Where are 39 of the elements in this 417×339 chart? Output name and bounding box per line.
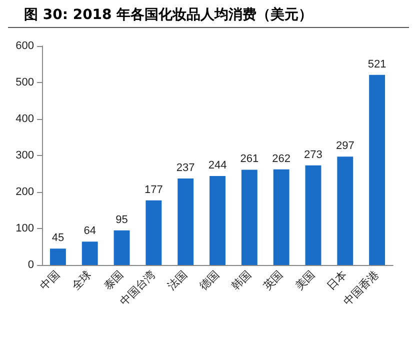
bar [114, 230, 130, 265]
bar [146, 200, 162, 265]
x-tick-label: 韩国 [228, 268, 254, 293]
x-tick-label: 日本 [324, 268, 350, 293]
bar [337, 156, 354, 265]
y-tick-label: 600 [16, 40, 34, 52]
y-tick-label: 100 [16, 222, 34, 234]
x-tick-label: 德国 [198, 268, 222, 293]
x-tick-label: 全球 [69, 268, 94, 293]
x-tick-label: 英国 [260, 268, 286, 293]
data-label: 244 [208, 159, 227, 172]
y-tick-label: 0 [28, 259, 34, 271]
data-label: 262 [272, 152, 290, 165]
data-label: 297 [336, 140, 354, 152]
bar [305, 165, 322, 265]
y-tick-label: 400 [16, 113, 34, 125]
y-tick-label: 500 [16, 76, 34, 88]
bar [178, 178, 194, 265]
data-label: 273 [304, 148, 322, 161]
chart-title: 图 30: 2018 年各国化妆品人均消费（美元） [8, 0, 409, 28]
bar [369, 74, 386, 265]
x-tick-label: 中国 [37, 268, 62, 293]
data-label: 45 [52, 232, 64, 244]
data-label: 261 [240, 153, 259, 166]
data-label: 521 [368, 58, 386, 70]
bar [273, 169, 290, 265]
bar [241, 170, 258, 265]
x-tick-label: 法国 [165, 268, 190, 293]
data-label: 64 [84, 225, 96, 238]
bar [210, 176, 226, 265]
bar [50, 248, 66, 265]
x-tick-label: 泰国 [102, 268, 126, 293]
data-label: 237 [176, 162, 195, 174]
x-tick-label: 美国 [292, 268, 318, 293]
y-tick-label: 300 [16, 150, 34, 162]
data-label: 177 [144, 184, 163, 196]
data-label: 95 [116, 214, 128, 226]
bar [82, 242, 98, 265]
y-tick-label: 200 [16, 186, 34, 198]
